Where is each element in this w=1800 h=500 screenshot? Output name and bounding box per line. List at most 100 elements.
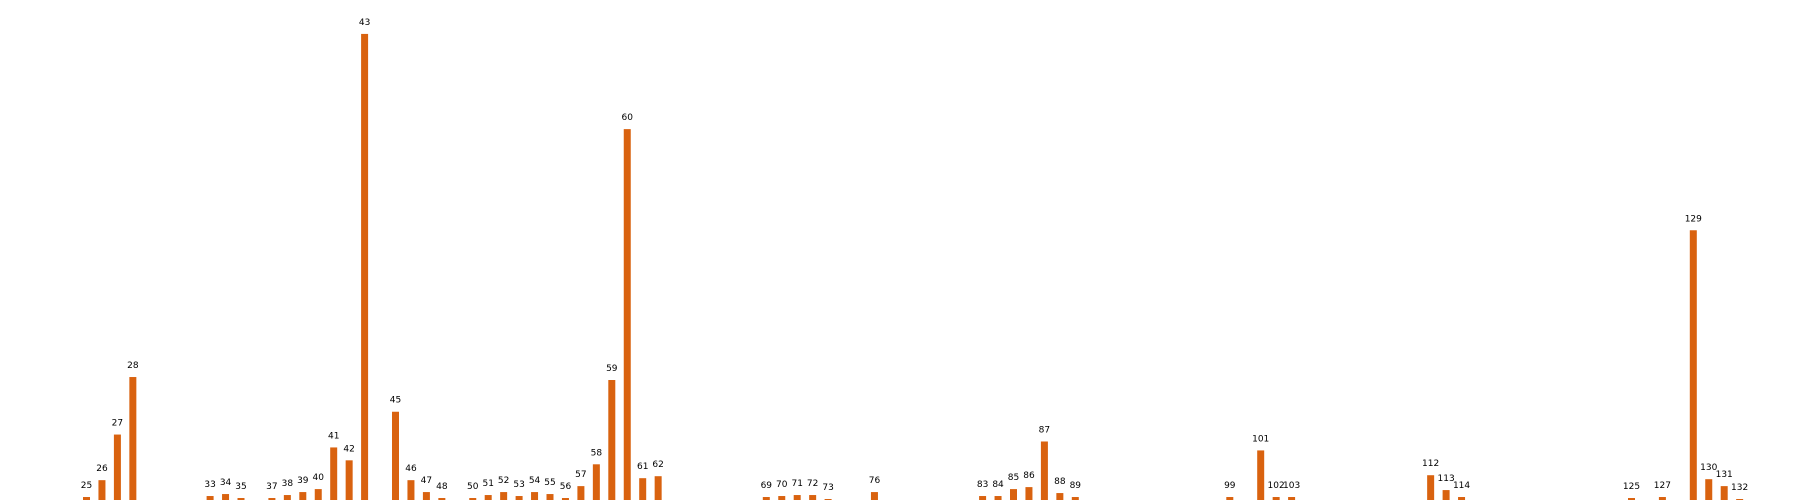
data-label-130: 130 [1700, 463, 1717, 473]
data-label-41: 41 [328, 431, 339, 441]
data-label-35: 35 [235, 482, 246, 492]
data-label-25: 25 [81, 481, 92, 491]
data-label-62: 62 [652, 460, 663, 470]
bar-27 [113, 434, 121, 500]
data-label-37: 37 [266, 482, 277, 492]
data-label-39: 39 [297, 476, 309, 486]
data-label-69: 69 [761, 481, 773, 491]
bar-125 [1628, 498, 1635, 500]
bar-51 [484, 495, 492, 500]
data-label-55: 55 [544, 478, 555, 488]
data-label-33: 33 [204, 480, 215, 490]
data-label-26: 26 [96, 464, 108, 474]
data-label-86: 86 [1023, 471, 1035, 481]
data-label-61: 61 [637, 462, 648, 472]
bar-88 [1056, 493, 1064, 500]
data-label-127: 127 [1654, 481, 1671, 491]
data-label-42: 42 [343, 444, 354, 454]
bar-127 [1658, 497, 1666, 500]
bar-34 [222, 494, 230, 500]
data-label-45: 45 [390, 396, 401, 406]
bar-39 [299, 492, 307, 500]
bar-28 [129, 377, 137, 500]
data-label-70: 70 [776, 480, 788, 490]
data-label-132: 132 [1731, 483, 1748, 493]
bar-83 [979, 496, 987, 500]
bar-46 [407, 480, 415, 500]
data-label-85: 85 [1008, 473, 1019, 483]
bar-76 [870, 492, 878, 500]
data-label-103: 103 [1283, 481, 1300, 491]
bar-53 [515, 496, 523, 500]
bar-37 [268, 498, 276, 500]
data-label-84: 84 [992, 480, 1004, 490]
bar-131 [1720, 486, 1728, 500]
bar-101 [1257, 450, 1265, 500]
bar-48 [438, 498, 446, 500]
bar-84 [994, 496, 1002, 500]
bar-114 [1458, 497, 1466, 500]
data-labels-group: 25 26 27 28 33 34 35 37 38 39 40 41 42 43 45 46 47 48 50 51… [81, 18, 1748, 493]
data-label-129: 129 [1685, 214, 1702, 224]
bar-87 [1040, 441, 1048, 500]
bar-130 [1705, 479, 1713, 500]
data-label-59: 59 [606, 364, 618, 374]
data-label-88: 88 [1054, 477, 1066, 487]
data-label-40: 40 [313, 473, 325, 483]
data-label-38: 38 [282, 479, 294, 489]
data-label-89: 89 [1070, 481, 1082, 491]
bar-59 [608, 380, 616, 500]
data-label-76: 76 [869, 476, 881, 486]
bar-89 [1071, 497, 1079, 500]
data-label-52: 52 [498, 476, 509, 486]
bar-58 [592, 464, 600, 500]
data-label-101: 101 [1252, 434, 1269, 444]
bar-113 [1442, 490, 1450, 500]
bar-55 [546, 494, 554, 500]
bar-26 [98, 480, 106, 500]
data-label-102: 102 [1268, 481, 1285, 491]
bar-54 [531, 492, 539, 500]
bar-112 [1427, 475, 1435, 500]
data-label-113: 113 [1438, 474, 1455, 484]
bar-42 [345, 460, 353, 500]
data-label-58: 58 [591, 448, 603, 458]
bar-47 [422, 492, 430, 500]
data-label-83: 83 [977, 480, 988, 490]
bar-43 [361, 33, 369, 500]
data-label-73: 73 [822, 483, 833, 493]
bar-99 [1226, 497, 1234, 500]
data-label-112: 112 [1422, 459, 1439, 469]
data-label-28: 28 [127, 361, 139, 371]
bar-35 [237, 498, 245, 500]
bar-72 [809, 495, 817, 500]
data-label-50: 50 [467, 482, 479, 492]
data-label-43: 43 [359, 18, 370, 28]
data-label-87: 87 [1039, 425, 1050, 435]
bar-52 [500, 492, 508, 500]
bar-70 [778, 496, 786, 500]
data-label-72: 72 [807, 479, 818, 489]
data-label-57: 57 [575, 470, 586, 480]
bars-group [83, 33, 1744, 500]
bar-103 [1288, 497, 1296, 500]
data-label-51: 51 [482, 479, 493, 489]
data-label-131: 131 [1716, 470, 1733, 480]
bar-57 [577, 486, 585, 500]
bar-50 [469, 498, 477, 500]
data-label-34: 34 [220, 478, 232, 488]
data-label-47: 47 [421, 476, 432, 486]
data-label-56: 56 [560, 482, 572, 492]
bar-60 [623, 129, 631, 500]
bar-102 [1272, 497, 1280, 500]
bar-86 [1025, 487, 1033, 500]
data-label-53: 53 [513, 480, 524, 490]
data-label-46: 46 [405, 464, 417, 474]
bar-129 [1689, 230, 1697, 500]
data-label-71: 71 [791, 479, 802, 489]
data-label-54: 54 [529, 476, 541, 486]
bar-41 [330, 447, 338, 500]
bar-61 [639, 478, 647, 500]
